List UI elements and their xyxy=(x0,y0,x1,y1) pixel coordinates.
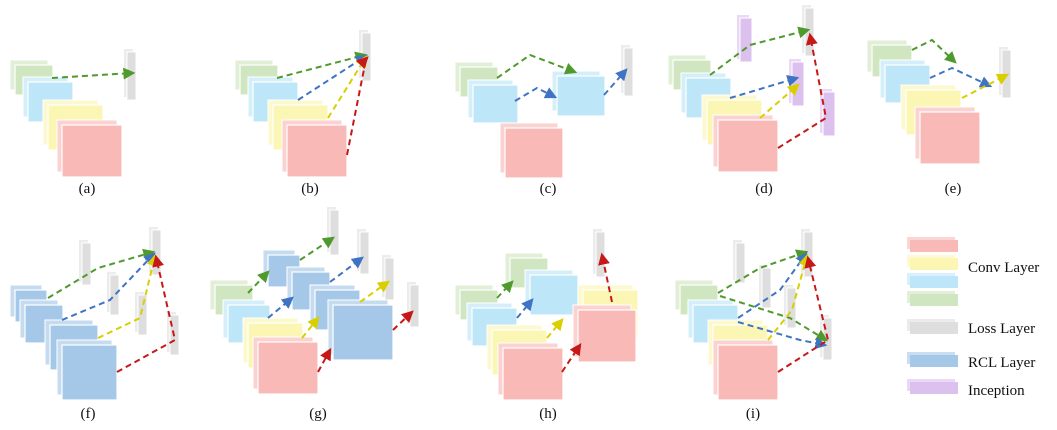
inception-module xyxy=(789,59,805,107)
green-dashed-arrow xyxy=(51,67,136,80)
yellow-dashed-arrow xyxy=(759,83,800,119)
panel-caption: (c) xyxy=(540,181,557,197)
green-dashed-arrow xyxy=(709,26,811,76)
loss-layer xyxy=(999,47,1012,99)
panel-caption: (b) xyxy=(301,181,319,197)
conv-layer-red xyxy=(497,342,564,401)
red-dashed-arrow xyxy=(598,252,613,303)
conv-layer-red xyxy=(252,336,319,395)
loss-layer xyxy=(382,255,395,301)
yellow-dashed-arrow xyxy=(359,280,390,303)
conv-layer-red xyxy=(914,106,981,165)
legend-swatch-loss xyxy=(907,319,958,334)
blue-dashed-arrow xyxy=(737,252,808,319)
loss-layer xyxy=(621,45,634,97)
loss-layer xyxy=(759,265,772,309)
panel-caption: (f) xyxy=(81,406,96,422)
blue-dashed-arrow xyxy=(61,252,156,321)
loss-layer xyxy=(407,282,420,328)
yellow-dashed-arrow xyxy=(546,318,564,339)
loss-layer xyxy=(357,229,370,275)
blue-dashed-arrow xyxy=(603,68,628,96)
green-dashed-arrow xyxy=(299,236,335,261)
legend-swatch-conv-green xyxy=(907,291,958,306)
red-dashed-arrow xyxy=(777,32,828,149)
rcl-layer xyxy=(327,299,394,361)
legend-swatch-conv-red xyxy=(907,237,958,252)
blue-dashed-arrow xyxy=(929,66,993,88)
legend-label-loss-layer: Loss Layer xyxy=(968,321,1035,337)
conv-layer-red xyxy=(499,122,564,179)
blue-dashed-arrow xyxy=(297,54,369,101)
panel-caption: (h) xyxy=(539,406,557,422)
panel-caption: (d) xyxy=(755,181,773,197)
yellow-dashed-arrow xyxy=(301,316,320,339)
legend-swatch-rcl xyxy=(907,352,958,367)
red-dashed-arrow xyxy=(346,56,369,156)
loss-layer xyxy=(124,49,137,101)
legend-label-inception: Inception xyxy=(968,383,1025,399)
legend-swatch-conv-yellow xyxy=(907,255,958,270)
blue-dashed-arrow xyxy=(516,298,534,319)
loss-layer xyxy=(327,207,340,256)
blue-dashed-arrow xyxy=(329,256,364,283)
yellow-dashed-arrow xyxy=(767,253,811,341)
conv-layer-blue xyxy=(551,70,606,117)
green-dashed-arrow xyxy=(717,249,809,294)
panel-caption: (i) xyxy=(746,406,760,422)
legend-label-rcl-layer: RCL Layer xyxy=(968,355,1035,371)
rcl-layer xyxy=(56,339,118,401)
green-dashed-arrow xyxy=(247,270,270,294)
loss-layer xyxy=(107,272,120,316)
inception-module xyxy=(820,89,836,137)
green-dashed-arrow xyxy=(496,280,514,299)
green-dashed-arrow xyxy=(911,38,957,64)
panel-caption: (g) xyxy=(309,406,327,422)
conv-layer-blue xyxy=(467,79,519,124)
red-dashed-arrow xyxy=(317,347,332,373)
legend-swatch-inception xyxy=(907,379,958,394)
red-dashed-arrow xyxy=(116,254,177,373)
yellow-dashed-arrow xyxy=(961,73,1010,99)
loss-layer xyxy=(79,240,92,286)
conv-layer-red xyxy=(712,339,779,401)
yellow-dashed-arrow xyxy=(327,54,368,119)
loss-layer xyxy=(593,229,606,278)
green-dashed-arrow xyxy=(719,295,829,342)
conv-layer-red xyxy=(712,114,779,173)
yellow-dashed-arrow xyxy=(97,253,159,339)
loss-layer xyxy=(784,285,797,329)
red-dashed-arrow xyxy=(777,255,830,373)
panel-caption: (a) xyxy=(79,181,96,197)
green-dashed-arrow xyxy=(47,248,156,299)
blue-dashed-arrow xyxy=(729,74,800,99)
blue-dashed-arrow xyxy=(514,86,558,102)
loss-layer xyxy=(135,292,148,336)
conv-layer-red xyxy=(56,119,123,178)
legend-swatch-conv-blue xyxy=(907,273,958,288)
red-dashed-arrow xyxy=(392,310,414,331)
inception-module xyxy=(737,15,753,63)
blue-dashed-arrow xyxy=(737,321,828,350)
red-dashed-arrow xyxy=(561,343,582,373)
green-dashed-arrow xyxy=(276,51,368,79)
conv-layer-red xyxy=(572,304,637,363)
blue-dashed-arrow xyxy=(267,296,294,319)
legend-label-conv-layer: Conv Layer xyxy=(968,260,1039,276)
panel-caption: (e) xyxy=(945,181,962,197)
conv-layer-blue xyxy=(524,269,579,316)
green-dashed-arrow xyxy=(496,53,578,79)
conv-layer-red xyxy=(281,119,348,178)
loss-layer xyxy=(733,240,746,284)
